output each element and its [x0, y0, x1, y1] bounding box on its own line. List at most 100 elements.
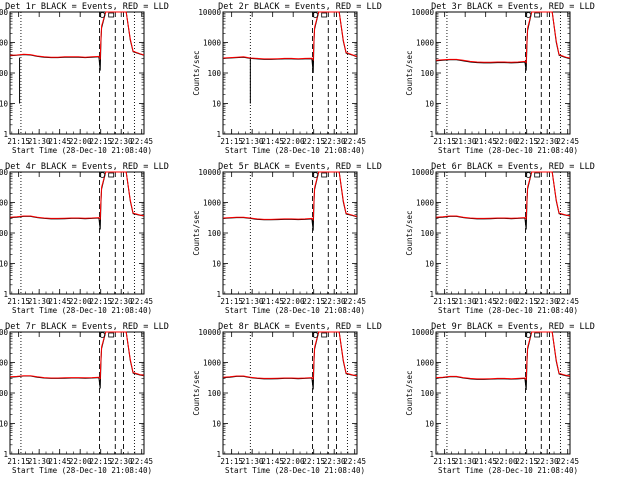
panel-det-3: Det 3r BLACK = Events, RED = LLD 1 10 100 10… — [405, 2, 595, 155]
y-tick-label: 10000 — [198, 168, 221, 177]
panel-det-8: Det 8r BLACK = Events, RED = LLD 1 10 100 10… — [192, 322, 382, 475]
x-tick-label: 22:15 — [89, 297, 112, 306]
lld-series-line — [9, 171, 145, 221]
y-axis-label: Counts/sec — [192, 210, 201, 255]
y-tick-label: 100 — [207, 389, 221, 398]
x-tick-label: 22:15 — [302, 457, 325, 466]
x-tick-label: 21:30 — [28, 457, 51, 466]
y-tick-label: 100 — [0, 389, 8, 398]
x-axis-label: Start Time (28-Dec-10 21:08:40) — [438, 306, 578, 315]
x-tick-label: 21:45 — [474, 457, 497, 466]
y-tick-label: 100 — [207, 69, 221, 78]
x-tick-label: 22:15 — [515, 457, 538, 466]
y-tick-label: 1 — [216, 450, 221, 459]
x-tick-label: 21:45 — [261, 457, 284, 466]
x-tick-label: 22:00 — [282, 137, 305, 146]
x-tick-label: 21:30 — [241, 457, 264, 466]
lld-series-line — [9, 331, 145, 380]
panel-title: Det 5r BLACK = Events, RED = LLD — [218, 162, 382, 172]
panel-det-7: Det 7r BLACK = Events, RED = LLD 1 10 100 10… — [0, 322, 169, 475]
y-tick-label: 100 — [420, 389, 434, 398]
x-tick-label: 21:45 — [261, 137, 284, 146]
x-tick-label: 22:45 — [130, 457, 153, 466]
lld-series-line — [222, 171, 358, 222]
lld-series-line — [435, 171, 571, 221]
lld-series-line — [222, 331, 358, 381]
y-tick-label: 1000 — [203, 39, 222, 48]
y-tick-label: 10 — [425, 420, 435, 429]
x-tick-label: 22:00 — [69, 297, 92, 306]
state-marker-circle — [525, 172, 532, 178]
y-tick-label: 10 — [425, 260, 435, 269]
y-tick-label: 10000 — [411, 168, 434, 177]
x-axis-label: Start Time (28-Dec-10 21:08:40) — [438, 146, 578, 155]
y-tick-label: 100 — [420, 229, 434, 238]
x-tick-label: 21:15 — [220, 297, 243, 306]
state-marker-square — [321, 172, 328, 178]
y-tick-label: 1000 — [416, 199, 435, 208]
y-tick-label: 1000 — [0, 199, 8, 208]
y-tick-label: 1 — [216, 130, 221, 139]
y-tick-label: 10000 — [198, 8, 221, 17]
lld-series-line — [222, 11, 358, 62]
y-tick-label: 10000 — [411, 8, 434, 17]
panel-title: Det 2r BLACK = Events, RED = LLD — [218, 2, 382, 12]
x-tick-label: 22:45 — [130, 297, 153, 306]
panel-det-5: Det 5r BLACK = Events, RED = LLD 1 10 100 10… — [192, 162, 382, 315]
x-tick-label: 22:00 — [69, 457, 92, 466]
x-tick-label: 22:45 — [343, 457, 366, 466]
panel-title: Det 8r BLACK = Events, RED = LLD — [218, 322, 382, 332]
y-tick-label: 10000 — [198, 328, 221, 337]
y-tick-label: 1000 — [203, 199, 222, 208]
state-marker-circle — [99, 332, 106, 338]
y-tick-label: 100 — [0, 229, 8, 238]
x-tick-label: 21:30 — [454, 297, 477, 306]
state-marker-square — [321, 12, 328, 18]
x-tick-label: 22:45 — [556, 137, 579, 146]
state-marker-circle — [99, 172, 106, 178]
y-axis-label: Counts/sec — [405, 370, 414, 415]
x-tick-label: 22:45 — [556, 297, 579, 306]
x-tick-label: 21:45 — [48, 297, 71, 306]
lld-series-line — [435, 331, 571, 381]
state-marker-square — [321, 332, 328, 338]
x-tick-label: 21:15 — [433, 457, 456, 466]
x-axis-label: Start Time (28-Dec-10 21:08:40) — [12, 146, 152, 155]
x-tick-label: 22:30 — [110, 457, 133, 466]
y-tick-label: 1000 — [416, 39, 435, 48]
y-tick-label: 1 — [3, 450, 8, 459]
y-tick-label: 10 — [425, 100, 435, 109]
y-tick-label: 100 — [0, 69, 8, 78]
lld-series-line — [435, 11, 571, 64]
x-tick-label: 22:45 — [556, 457, 579, 466]
x-tick-label: 22:00 — [495, 297, 518, 306]
state-marker-square — [108, 332, 115, 338]
x-axis-label: Start Time (28-Dec-10 21:08:40) — [225, 466, 365, 475]
x-tick-label: 22:00 — [495, 137, 518, 146]
x-tick-label: 21:15 — [433, 297, 456, 306]
y-tick-label: 10 — [0, 100, 8, 109]
state-marker-circle — [525, 12, 532, 18]
state-marker-circle — [99, 12, 106, 18]
x-axis-label: Start Time (28-Dec-10 21:08:40) — [225, 306, 365, 315]
state-marker-square — [534, 172, 541, 178]
y-tick-label: 1000 — [0, 359, 8, 368]
state-marker-circle — [312, 172, 319, 178]
lld-series-line — [9, 11, 145, 60]
y-tick-label: 1000 — [416, 359, 435, 368]
y-tick-label: 10 — [0, 420, 8, 429]
x-tick-label: 21:45 — [474, 137, 497, 146]
x-tick-label: 22:30 — [110, 297, 133, 306]
y-tick-label: 10000 — [0, 328, 8, 337]
panel-title: Det 3r BLACK = Events, RED = LLD — [431, 2, 595, 12]
x-tick-label: 22:00 — [69, 137, 92, 146]
x-tick-label: 22:30 — [110, 137, 133, 146]
state-marker-circle — [312, 332, 319, 338]
y-tick-label: 1 — [429, 450, 434, 459]
x-tick-label: 21:15 — [7, 457, 30, 466]
panel-title: Det 6r BLACK = Events, RED = LLD — [431, 162, 595, 172]
x-tick-label: 21:30 — [241, 137, 264, 146]
panel-title: Det 4r BLACK = Events, RED = LLD — [5, 162, 169, 172]
panel-det-2: Det 2r BLACK = Events, RED = LLD 1 10 100 10… — [192, 2, 382, 155]
